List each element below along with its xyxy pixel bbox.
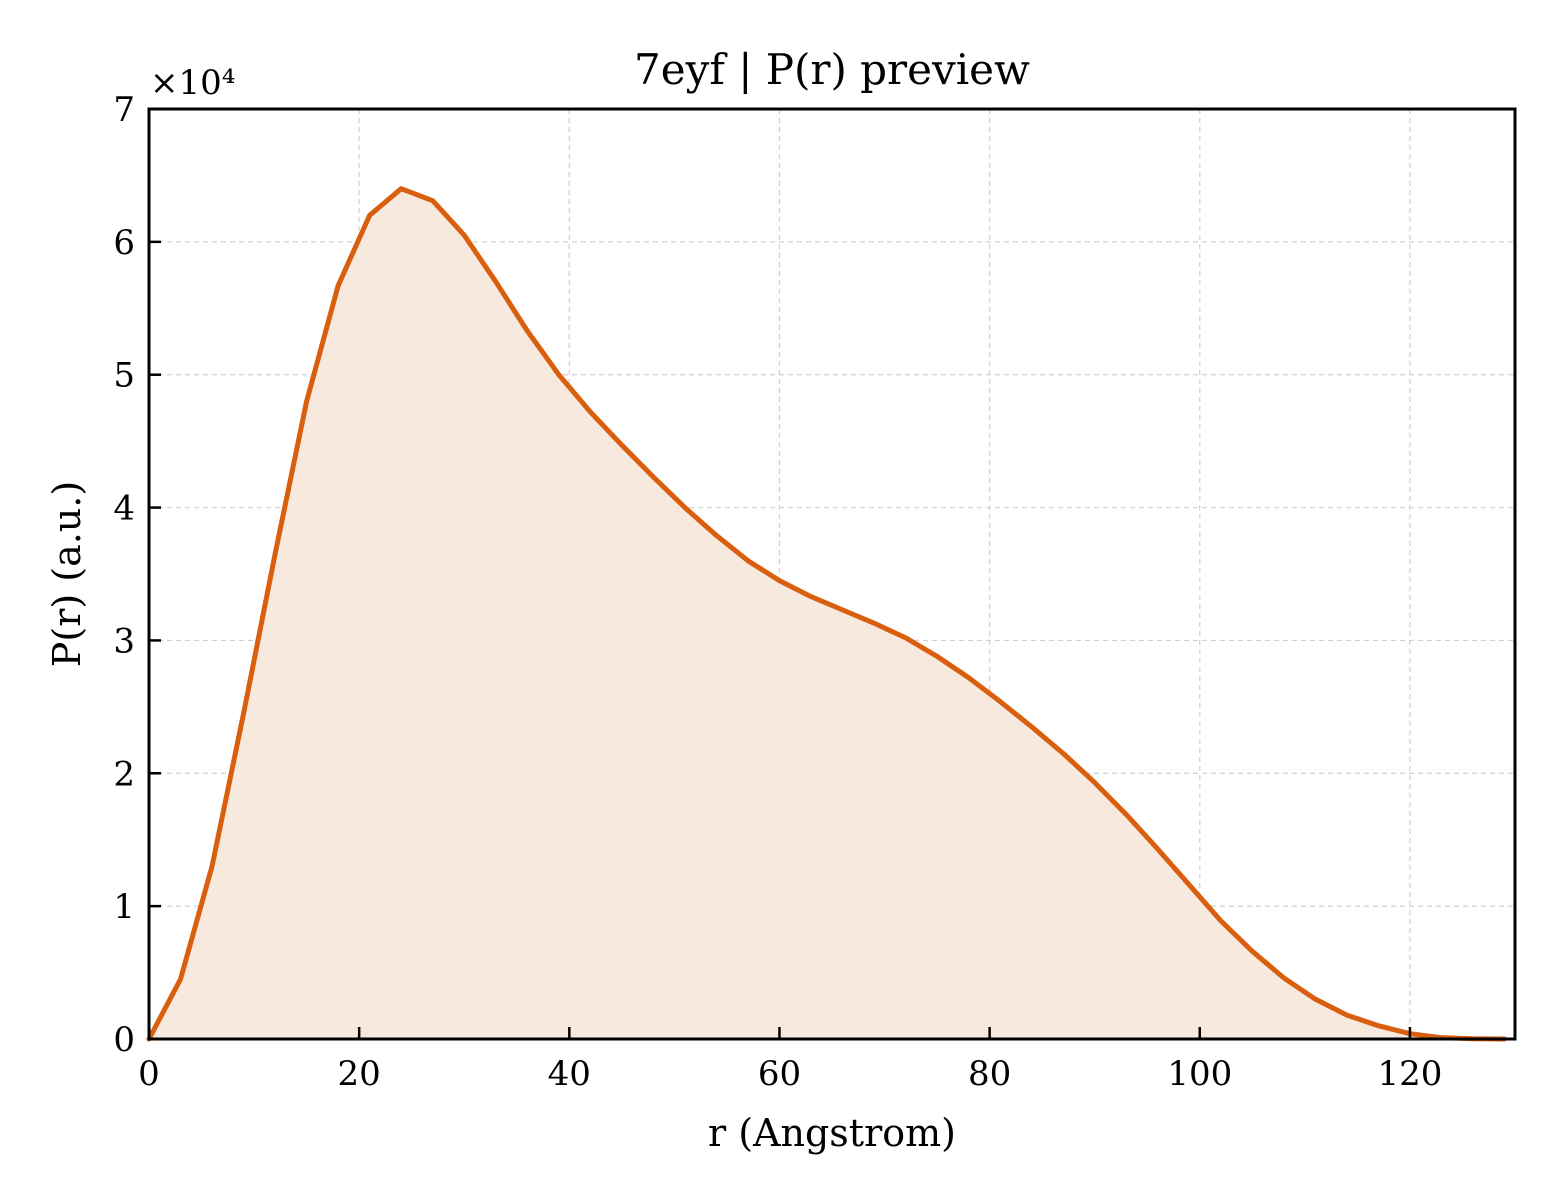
x-tick-label: 40 (548, 1054, 591, 1094)
y-tick-label: 1 (113, 887, 135, 927)
pr-series-line (146, 186, 1507, 1042)
y-tick-label: 6 (113, 223, 135, 263)
plot-frame (147, 107, 1517, 1041)
y-tick-label: 7 (113, 90, 135, 130)
y-offset-label: ×10⁴ (150, 63, 235, 103)
x-tick-label: 0 (138, 1054, 160, 1094)
x-axis-label: r (Angstrom) (708, 1111, 956, 1155)
x-tick-label: 120 (1377, 1054, 1442, 1094)
x-tick-label: 20 (338, 1054, 381, 1094)
pr-area-fill (149, 188, 1505, 1039)
y-tick-label: 5 (113, 356, 135, 396)
y-tick-label: 0 (113, 1020, 135, 1060)
x-tick-label: 100 (1167, 1054, 1232, 1094)
ticks: 0 20 40 60 80 100 120 0 1 2 3 4 5 6 7 (113, 90, 1442, 1094)
x-tick-label: 80 (968, 1054, 1011, 1094)
y-axis-label: P(r) (a.u.) (45, 481, 89, 667)
y-tick-label: 2 (113, 754, 135, 794)
chart-title: 7eyf | P(r) preview (634, 45, 1030, 94)
y-tick-label: 3 (113, 621, 135, 661)
x-tick-label: 60 (758, 1054, 801, 1094)
y-tick-label: 4 (113, 489, 135, 529)
